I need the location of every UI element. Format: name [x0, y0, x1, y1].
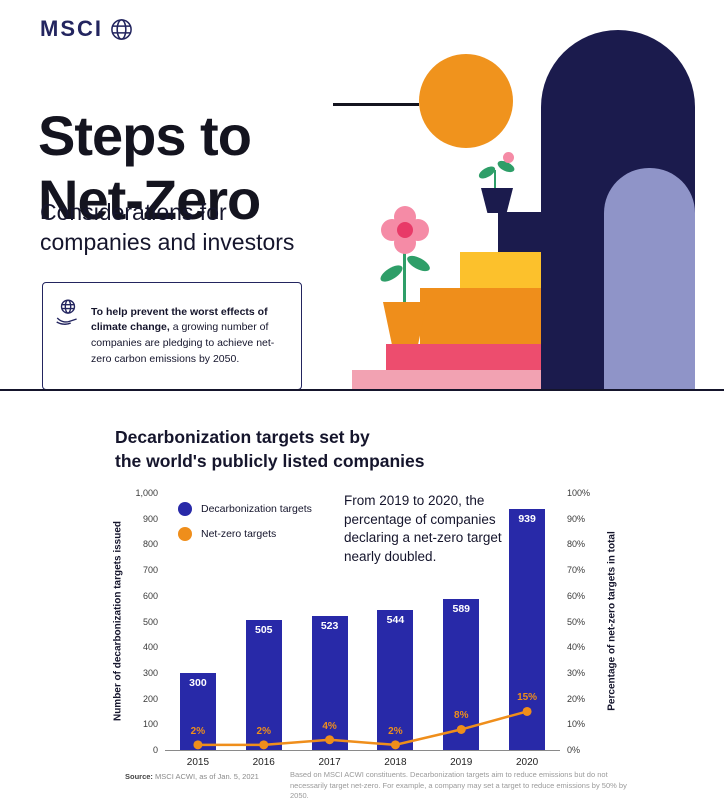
msci-logo: MSCI	[40, 16, 133, 42]
right-axis-title: Percentage of net-zero targets in total	[606, 531, 618, 711]
bar-2016: 505	[245, 620, 282, 750]
chart-title-line2: the world's publicly listed companies	[115, 451, 425, 472]
net-zero-point-label: 2%	[388, 725, 403, 737]
chart-title-line1: Decarbonization targets set by	[115, 426, 370, 447]
legend-item-decarbonization: Decarbonization targets	[178, 496, 312, 521]
x-axis-label: 2017	[318, 757, 341, 768]
right-axis-tick: 30%	[567, 667, 586, 678]
net-zero-point-label: 2%	[256, 725, 271, 737]
flower-pot-navy	[481, 188, 513, 213]
plant-leaf-right	[404, 252, 433, 275]
net-zero-point-label: 4%	[322, 720, 337, 732]
chart-plot-area: 300 505 523 544 589 939 2% 2% 4% 2% 8% 15%	[165, 493, 560, 751]
small-plant-bud	[503, 152, 514, 163]
hero-divider-line	[0, 389, 724, 391]
chart-annotation: From 2019 to 2020, the percentage of com…	[344, 493, 502, 564]
bar-2017: 523	[311, 615, 348, 750]
net-zero-point-label: 2%	[190, 725, 206, 737]
bar-value-label: 523	[320, 619, 339, 632]
left-axis-tick: 900	[142, 513, 158, 524]
x-axis-label: 2019	[450, 757, 473, 768]
net-zero-point-label: 8%	[454, 710, 469, 722]
right-axis-tick: 100%	[567, 488, 591, 498]
left-axis-tick: 300	[142, 667, 158, 678]
flower-pot-orange	[383, 302, 427, 344]
right-axis-tick: 50%	[567, 616, 586, 627]
net-zero-point-label: 15%	[517, 692, 538, 704]
x-axis-label: 2018	[384, 757, 407, 768]
page-subtitle-line1: Considerations for	[40, 199, 227, 225]
callout-text-rest: a growing number of companies are pledgi…	[91, 321, 275, 365]
doorway-arch-inner	[604, 168, 695, 389]
stair-step-crimson	[386, 344, 568, 370]
sun-circle	[419, 54, 513, 148]
callout-text: To help prevent the worst effects of cli…	[91, 305, 289, 368]
bar-value-label: 300	[189, 676, 207, 689]
left-axis-tick: 100	[142, 719, 158, 730]
right-axis-tick: 40%	[567, 642, 586, 653]
flower-petal	[394, 232, 416, 254]
globe-icon	[111, 18, 132, 40]
callout-text-bold: To help prevent the worst effects of cli…	[91, 305, 268, 334]
chart-legend: Decarbonization targets Net-zero targets	[178, 496, 312, 546]
right-axis-tick: 20%	[567, 693, 586, 704]
bar-2019: 589	[443, 598, 480, 750]
x-axis-label: 2020	[515, 757, 539, 768]
plant-stem	[403, 248, 406, 302]
stair-step-pink	[352, 370, 568, 389]
bar-value-label: 589	[452, 602, 471, 615]
footnote: Based on MSCI ACWI constituents. Decarbo…	[290, 770, 627, 800]
x-axis-label: 2015	[186, 757, 210, 768]
callout-box: To help prevent the worst effects of cli…	[42, 282, 302, 390]
source-text: MSCI ACWI, as of Jan. 5, 2021	[155, 772, 259, 781]
source-note: Source: MSCI ACWI, as of Jan. 5, 2021	[125, 772, 259, 781]
right-axis-tick: 10%	[567, 719, 586, 730]
right-axis-tick: 70%	[567, 565, 586, 576]
bar-value-label: 939	[518, 512, 536, 525]
flower	[381, 206, 429, 254]
left-axis-tick: 500	[142, 616, 158, 627]
left-axis-tick: 1,000	[135, 488, 158, 498]
source-label: Source:	[125, 772, 153, 781]
legend-label: Net-zero targets	[201, 527, 277, 540]
left-axis-tick: 200	[142, 693, 158, 704]
small-plant-stem	[494, 170, 496, 190]
legend-label: Decarbonization targets	[201, 502, 312, 515]
left-axis-tick: 400	[142, 642, 158, 653]
x-axis-label: 2016	[252, 757, 275, 768]
left-axis-tick: 700	[142, 565, 158, 576]
page-subtitle: Considerations for companies and investo…	[40, 198, 294, 258]
globe-hand-icon	[56, 299, 77, 325]
title-connector-line	[333, 103, 419, 106]
legend-dot-blue	[178, 501, 192, 516]
msci-logo-text: MSCI	[40, 16, 103, 41]
left-axis-tick: 600	[142, 590, 158, 601]
left-axis-tick: 800	[142, 539, 158, 550]
bar-2018: 544	[377, 610, 414, 750]
chart-title: Decarbonization targets set by the world…	[115, 425, 425, 474]
bar-2015: 300	[179, 672, 216, 750]
page-title-line1: Steps to	[38, 103, 252, 167]
page-title: Steps to Net-Zero	[38, 103, 261, 234]
page-title-line2: Net-Zero	[38, 168, 261, 232]
right-axis-tick: 80%	[567, 539, 586, 550]
right-axis-tick: 0%	[567, 745, 581, 755]
flower-center	[397, 222, 413, 238]
right-axis-tick: 90%	[567, 513, 586, 524]
plant-leaf-left	[377, 262, 406, 285]
legend-item-net-zero: Net-zero targets	[178, 521, 312, 546]
page-subtitle-line2: companies and investors	[40, 228, 295, 255]
bar-value-label: 505	[254, 624, 273, 637]
bar-value-label: 544	[386, 614, 405, 627]
net-zero-line	[193, 706, 532, 750]
right-axis-tick: 60%	[567, 590, 586, 601]
legend-dot-orange	[178, 526, 192, 541]
left-axis-tick: 0	[152, 745, 158, 755]
